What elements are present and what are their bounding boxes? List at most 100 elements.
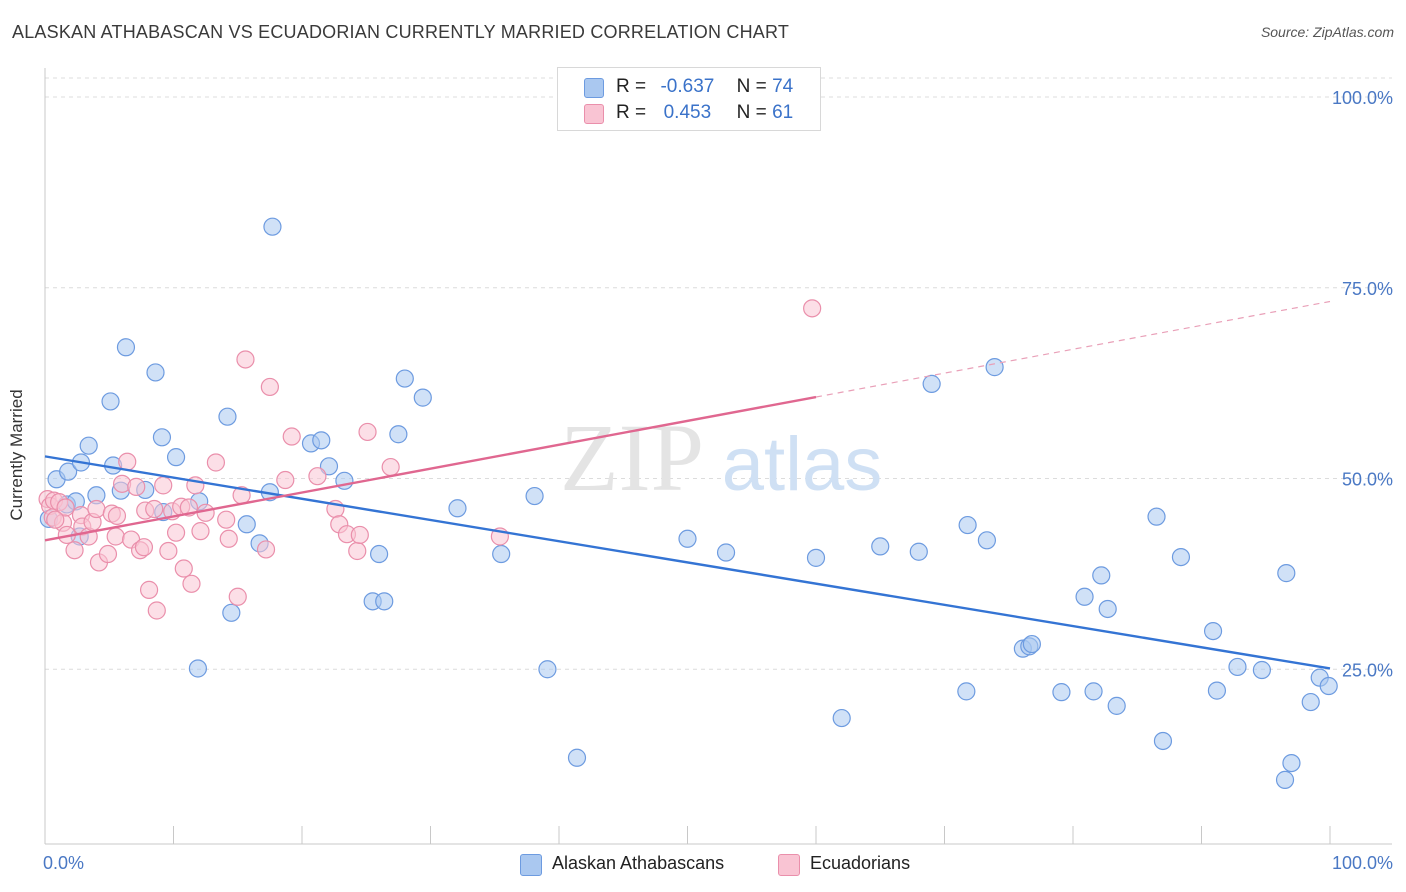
- data-point-ecuadorian: [228, 587, 247, 606]
- data-point-athabascan: [985, 358, 1004, 377]
- series-legend: Alaskan Athabascans Ecuadorians: [0, 852, 1406, 878]
- data-point-ecuadorian: [348, 541, 367, 561]
- data-point-athabascan: [1092, 566, 1111, 585]
- data-point-athabascan: [395, 369, 414, 388]
- x-tick-label: 100.0%: [1332, 853, 1393, 873]
- data-point-athabascan: [237, 515, 256, 534]
- data-point-athabascan: [263, 217, 282, 236]
- data-point-ecuadorian: [107, 506, 127, 525]
- athabascans-legend-swatch: [520, 854, 542, 876]
- data-point-athabascan: [222, 603, 241, 622]
- n-label: N =: [736, 102, 767, 123]
- data-point-ecuadorian: [174, 559, 193, 578]
- data-point-ecuadorian: [147, 601, 166, 620]
- watermark-atlas: atlas: [722, 422, 883, 507]
- r-label: R =: [616, 76, 647, 97]
- trend-athabascan: [44, 455, 1331, 670]
- data-point-athabascan: [370, 544, 389, 564]
- data-point-ecuadorian: [381, 457, 400, 477]
- data-point-athabascan: [1207, 681, 1227, 700]
- data-point-ecuadorian: [256, 540, 276, 559]
- data-point-athabascan: [166, 448, 186, 467]
- data-point-athabascan: [152, 428, 172, 447]
- data-point-ecuadorian: [56, 498, 75, 517]
- data-point-athabascan: [1153, 731, 1173, 751]
- gridlines: [45, 77, 1392, 670]
- data-point-athabascan: [389, 425, 408, 444]
- data-point-athabascan: [909, 542, 928, 561]
- stats-legend: R = -0.637 N = 74 R = 0.453 N = 61: [557, 67, 821, 131]
- n-label: N =: [736, 76, 767, 97]
- trend-ecuadorian-dashed: [815, 300, 1331, 398]
- data-point-athabascan: [832, 708, 851, 728]
- data-point-ecuadorian: [236, 350, 255, 369]
- data-point-athabascan: [1147, 507, 1166, 526]
- data-point-athabascan: [1228, 657, 1247, 677]
- data-point-ecuadorian: [65, 541, 84, 560]
- data-point-athabascan: [1203, 621, 1223, 641]
- data-point-athabascan: [1107, 696, 1126, 715]
- chart-title: ALASKAN ATHABASCAN VS ECUADORIAN CURRENT…: [12, 22, 790, 42]
- data-point-ecuadorian: [139, 580, 159, 599]
- r-label: R =: [616, 102, 647, 123]
- data-point-athabascan: [716, 543, 736, 562]
- athabascan-swatch: [584, 78, 604, 98]
- data-point-athabascan: [1084, 682, 1103, 701]
- data-point-athabascan: [1319, 676, 1338, 696]
- y-tick-label: 25.0%: [1342, 660, 1393, 680]
- data-point-athabascan: [567, 748, 587, 767]
- source-credit: Source: ZipAtlas.com: [1260, 24, 1394, 40]
- data-point-athabascan: [116, 338, 136, 357]
- data-point-athabascan: [59, 462, 78, 481]
- data-point-ecuadorian: [134, 538, 154, 557]
- data-point-ecuadorian: [98, 544, 118, 564]
- data-point-ecuadorian: [46, 510, 65, 529]
- n-value-ecuadorian: 61: [772, 102, 794, 123]
- data-point-ecuadorian: [106, 527, 125, 546]
- data-point-athabascan: [146, 363, 165, 382]
- data-point-ecuadorian: [803, 299, 822, 318]
- data-point-athabascan: [678, 529, 697, 548]
- y-tick-label: 50.0%: [1342, 470, 1393, 490]
- data-point-athabascan: [319, 457, 339, 476]
- data-point-ecuadorian: [308, 467, 327, 486]
- trend-ecuadorian: [44, 395, 817, 542]
- data-point-athabascan: [525, 486, 544, 506]
- data-point-ecuadorian: [145, 499, 164, 519]
- data-point-athabascan: [1075, 587, 1094, 606]
- watermark-zip: ZIP: [560, 404, 704, 511]
- data-point-athabascan: [1275, 770, 1295, 789]
- data-point-athabascan: [448, 499, 467, 518]
- data-point-athabascan: [375, 592, 394, 611]
- axes: [44, 68, 1392, 845]
- data-point-ecuadorian: [206, 453, 226, 472]
- data-point-athabascan: [1301, 692, 1320, 712]
- data-point-ecuadorian: [166, 523, 186, 542]
- data-point-ecuadorian: [154, 476, 173, 495]
- data-point-ecuadorian: [350, 525, 369, 545]
- watermark: ZIP atlas: [560, 404, 882, 511]
- data-point-athabascan: [806, 548, 826, 567]
- data-point-athabascan: [958, 515, 977, 535]
- data-point-ecuadorian: [219, 529, 238, 548]
- data-point-athabascan: [1022, 634, 1041, 654]
- data-point-athabascan: [1171, 547, 1191, 567]
- data-point-ecuadorian: [282, 427, 301, 446]
- data-point-athabascan: [312, 431, 331, 450]
- r-value-athabascan: -0.637: [660, 76, 715, 97]
- tick-labels: 25.0% 50.0% 75.0% 100.0% 0.0% 100.0%: [43, 88, 1393, 873]
- data-point-athabascan: [1282, 753, 1301, 773]
- data-point-athabascan: [922, 374, 941, 393]
- data-point-athabascan: [1252, 660, 1271, 680]
- data-point-athabascan: [977, 531, 997, 550]
- series-ecuadorians: [38, 299, 822, 620]
- data-point-ecuadorian: [159, 541, 178, 561]
- n-value-athabascan: 74: [772, 76, 794, 97]
- ecuadorian-swatch: [584, 104, 604, 124]
- data-point-ecuadorian: [276, 470, 295, 490]
- data-point-athabascan: [413, 388, 432, 407]
- data-point-ecuadorian: [217, 510, 236, 529]
- data-point-athabascan: [79, 436, 98, 455]
- ecuadorians-legend-swatch: [778, 854, 800, 876]
